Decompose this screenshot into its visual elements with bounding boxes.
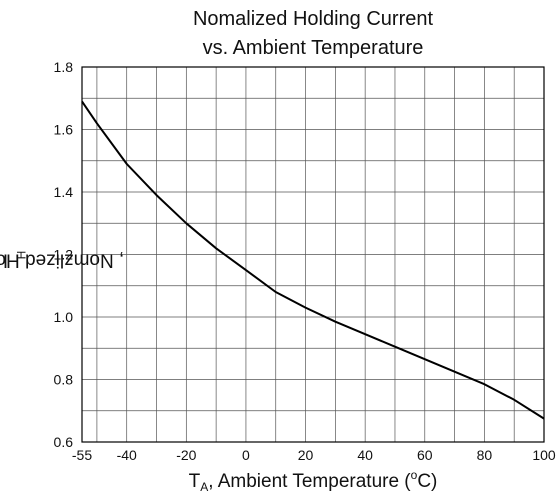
x-tick-label: -20 — [176, 447, 196, 463]
x-tick-label: -40 — [117, 447, 137, 463]
tick-labels: -55 -40 -20 0 20 40 60 80 100 0.6 0.8 1.0 1.2 1.4 1.6 1… — [54, 59, 556, 463]
y-tick-label: 1.4 — [54, 184, 74, 200]
x-tick-label: -55 — [72, 447, 92, 463]
x-tick-label: 0 — [242, 447, 250, 463]
y-tick-label: 0.6 — [54, 434, 74, 450]
y-tick-label: 0.8 — [54, 372, 74, 388]
x-axis-label: TA, Ambient Temperature (oC) — [188, 468, 438, 494]
x-tick-label: 20 — [298, 447, 314, 463]
x-tick-label: 100 — [532, 447, 556, 463]
x-tick-label: 40 — [357, 447, 373, 463]
chart-title-line-2: vs. Ambient Temperature — [202, 37, 424, 59]
holding-current-curve — [81, 100, 545, 420]
y-tick-label: 1.6 — [54, 122, 74, 138]
plot-frame — [81, 66, 545, 443]
chart-title-line-1: Nomalized Holding Current — [192, 8, 434, 30]
grid — [82, 67, 544, 442]
x-tick-label: 60 — [417, 447, 433, 463]
y-tick-label: 1.8 — [54, 59, 74, 75]
y-tick-label: 1.2 — [54, 247, 74, 263]
y-tick-label: 1.0 — [54, 309, 74, 325]
x-tick-label: 80 — [477, 447, 493, 463]
